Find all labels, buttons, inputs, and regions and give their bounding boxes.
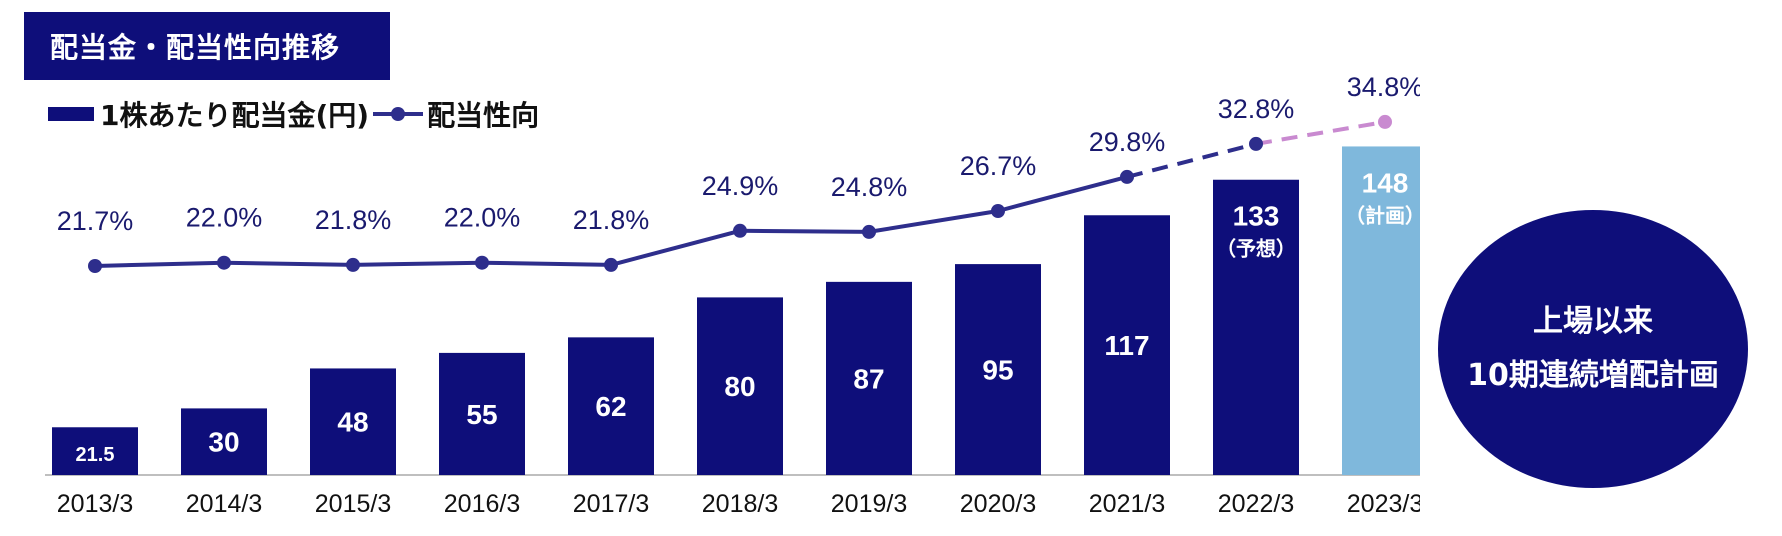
payout-label-2021/3: 29.8% [1089, 127, 1166, 157]
payout-label-2018/3: 24.9% [702, 171, 779, 201]
payout-label-2017/3: 21.8% [573, 205, 650, 235]
callout-line1: 上場以来 [1533, 304, 1653, 339]
bar-2017/3 [568, 337, 654, 475]
bar-value-label-2018/3: 80 [724, 371, 755, 402]
payout-line-segment-0 [94, 260, 225, 268]
callout-circle: 上場以来 10期連続増配計画 [1438, 210, 1748, 488]
x-tick-label-2023/3: 2023/3 [1347, 490, 1420, 518]
payout-point-2020/3 [991, 204, 1005, 218]
payout-point-2019/3 [862, 224, 876, 239]
payout-label-2019/3: 24.8% [831, 172, 908, 202]
x-tick-label-2016/3: 2016/3 [444, 490, 520, 518]
payout-point-2015/3 [346, 257, 360, 272]
bar-value-label-2021/3: 117 [1104, 330, 1149, 361]
payout-label-2014/3: 22.0% [186, 203, 263, 233]
payout-line-segment-3 [481, 260, 612, 267]
x-tick-label-2021/3: 2021/3 [1089, 490, 1165, 518]
chart-title: 配当金・配当性向推移 [24, 12, 390, 80]
bar-value-label-2019/3: 87 [853, 363, 884, 394]
payout-label-2020/3: 26.7% [960, 151, 1037, 181]
bar-value-label-2016/3: 55 [466, 399, 497, 430]
payout-label-2015/3: 21.8% [315, 205, 392, 235]
bar-value-label-2023/3: 148 [1362, 167, 1409, 198]
x-tick-label-2022/3: 2022/3 [1218, 490, 1294, 518]
bar-2019/3 [826, 281, 912, 475]
payout-line-segment-7 [997, 174, 1128, 213]
bar-sub-label-2023/3: （計画） [1345, 203, 1420, 227]
payout-label-2022/3: 32.8% [1218, 94, 1295, 124]
payout-point-2014/3 [217, 255, 231, 270]
callout-line2: 10期連続増配計画 [1467, 358, 1719, 393]
payout-line-segment-8 [1126, 141, 1257, 179]
payout-point-2023/3 [1378, 114, 1392, 129]
payout-line-segment-4 [610, 228, 741, 267]
payout-point-2021/3 [1120, 169, 1134, 184]
bar-2022/3 [1213, 179, 1299, 476]
bar-2013/3 [52, 427, 138, 475]
bar-2014/3 [181, 408, 267, 475]
payout-label-2023/3: 34.8% [1347, 72, 1420, 102]
x-tick-label-2015/3: 2015/3 [315, 490, 391, 518]
payout-label-2016/3: 22.0% [444, 203, 521, 233]
bar-2015/3 [310, 368, 396, 475]
bar-2020/3 [955, 264, 1041, 475]
bar-2016/3 [439, 352, 525, 475]
bar-value-label-2013/3: 21.5 [76, 444, 115, 466]
legend-line-label: 配当性向 [427, 99, 540, 132]
bar-sub-label-2022/3: （予想） [1216, 238, 1296, 261]
payout-point-2017/3 [604, 257, 618, 272]
x-tick-label-2018/3: 2018/3 [702, 490, 778, 518]
bar-2023/3 [1342, 146, 1420, 475]
bar-2021/3 [1084, 215, 1170, 475]
x-tick-label-2013/3: 2013/3 [57, 490, 133, 518]
legend-line-swatch [373, 104, 424, 124]
payout-line-segment-6 [868, 209, 999, 234]
x-tick-label-2020/3: 2020/3 [960, 490, 1036, 518]
legend-bar-label: 1株あたり配当金(円) [100, 99, 370, 132]
x-tick-label-2017/3: 2017/3 [573, 490, 649, 518]
payout-point-2013/3 [88, 259, 102, 273]
chart-legend: 1株あたり配当金(円) 配当性向 [48, 96, 539, 132]
payout-line-segment-1 [223, 260, 354, 267]
bar-value-label-2017/3: 62 [595, 391, 626, 422]
payout-line-segment-9 [1255, 119, 1386, 146]
bar-value-label-2014/3: 30 [208, 427, 239, 458]
x-tick-label-2014/3: 2014/3 [186, 490, 262, 518]
legend-bar-swatch [48, 107, 94, 121]
dividend-chart: 21.5 2013/3 30 2014/3 48 2015/3 55 2016/3 62 2017… [45, 72, 1420, 518]
payout-label-2013/3: 21.7% [57, 206, 134, 236]
bar-value-label-2022/3: 133 [1233, 201, 1280, 232]
bar-value-label-2015/3: 48 [337, 407, 368, 438]
payout-point-2022/3 [1249, 136, 1263, 151]
payout-point-2018/3 [733, 223, 747, 238]
payout-line-segment-5 [739, 228, 870, 234]
payout-line-segment-2 [352, 260, 483, 267]
bar-value-label-2020/3: 95 [982, 355, 1013, 386]
bar-2018/3 [697, 297, 783, 475]
payout-point-2016/3 [475, 255, 489, 270]
x-tick-label-2019/3: 2019/3 [831, 490, 907, 518]
